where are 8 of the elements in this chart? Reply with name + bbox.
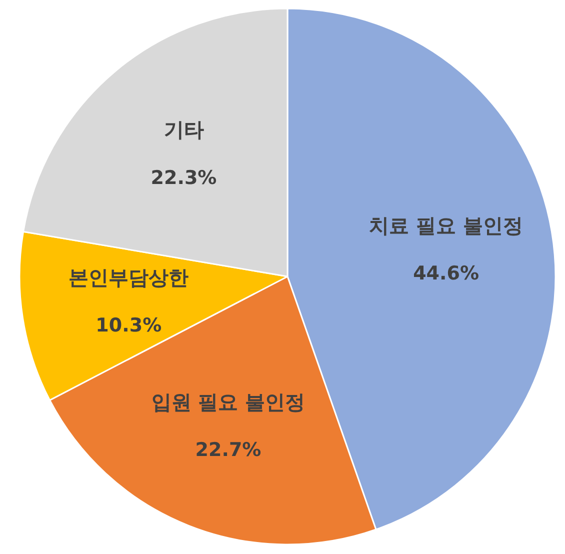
slice-label: 입원 필요 불인정 [151, 390, 306, 414]
slice-label: 치료 필요 불인정 [369, 213, 524, 238]
data-label: 44.6% [413, 262, 479, 285]
data-label: 22.3% [150, 166, 217, 189]
data-label: 10.3% [96, 314, 162, 337]
data-label: 22.7% [195, 439, 262, 462]
slice-label: 기타 [164, 118, 204, 142]
slice-label: 본인부담상한 [68, 265, 189, 290]
